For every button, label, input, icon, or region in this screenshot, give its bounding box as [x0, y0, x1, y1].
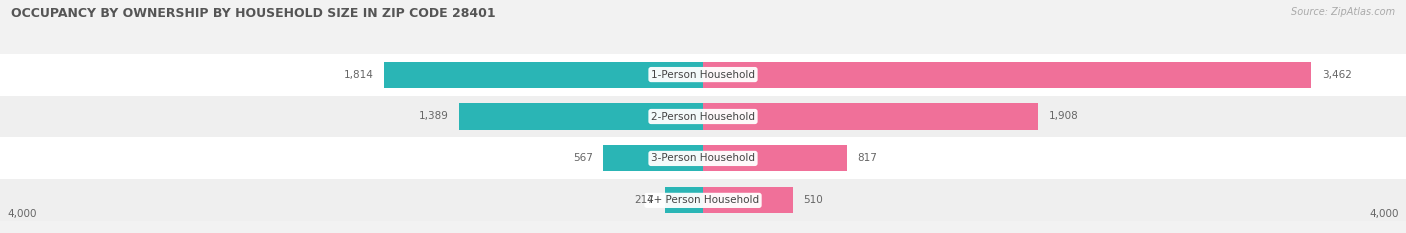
Text: 217: 217 [634, 195, 654, 205]
Bar [0, 179, 1406, 221]
Bar [0, 54, 1406, 96]
Bar [603, 145, 703, 171]
Bar [458, 103, 703, 130]
Bar [665, 187, 703, 213]
Bar [384, 62, 703, 88]
Bar [703, 62, 1312, 88]
Text: 4+ Person Household: 4+ Person Household [647, 195, 759, 205]
Text: 817: 817 [858, 154, 877, 163]
Text: 1,908: 1,908 [1049, 112, 1078, 121]
Text: 567: 567 [572, 154, 593, 163]
Text: Source: ZipAtlas.com: Source: ZipAtlas.com [1291, 7, 1395, 17]
Text: OCCUPANCY BY OWNERSHIP BY HOUSEHOLD SIZE IN ZIP CODE 28401: OCCUPANCY BY OWNERSHIP BY HOUSEHOLD SIZE… [11, 7, 496, 20]
Bar [0, 96, 1406, 137]
Text: 3,462: 3,462 [1322, 70, 1351, 79]
Bar [0, 137, 1406, 179]
Text: 4,000: 4,000 [1369, 209, 1399, 219]
Bar [703, 145, 846, 171]
Text: 1,814: 1,814 [344, 70, 374, 79]
Text: 2-Person Household: 2-Person Household [651, 112, 755, 121]
Text: 4,000: 4,000 [7, 209, 37, 219]
Text: 510: 510 [803, 195, 823, 205]
Text: 1,389: 1,389 [419, 112, 449, 121]
Bar [703, 187, 793, 213]
Text: 1-Person Household: 1-Person Household [651, 70, 755, 79]
Text: 3-Person Household: 3-Person Household [651, 154, 755, 163]
Bar [703, 103, 1039, 130]
